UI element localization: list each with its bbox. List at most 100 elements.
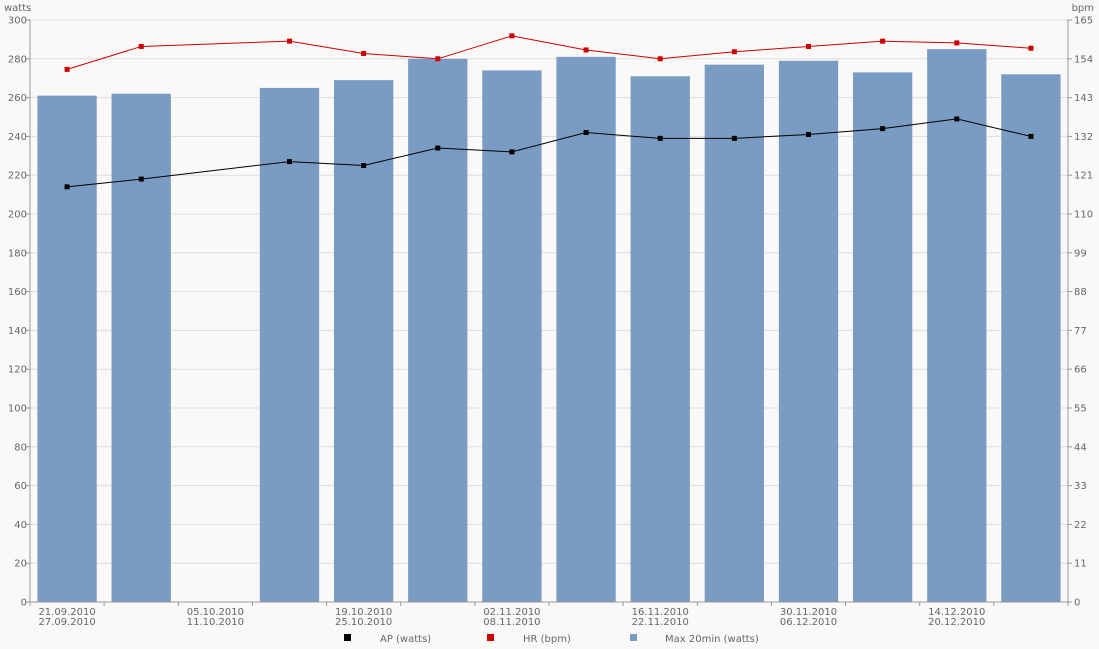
series-point <box>880 38 886 44</box>
y-right-tick-label: 132 <box>1074 132 1093 143</box>
y-right-tick-label: 99 <box>1074 248 1087 259</box>
y-left-tick-label: 100 <box>8 404 27 415</box>
y-left-tick-label: 0 <box>21 598 27 609</box>
y-left-tick-label: 160 <box>8 287 27 298</box>
y-left-tick-label: 220 <box>8 171 27 182</box>
y-left-tick-label: 180 <box>8 248 27 259</box>
x-tick-label: 20.12.2010 <box>928 617 985 628</box>
x-tick-label: 27.09.2010 <box>38 617 95 628</box>
x-tick-label: 05.10.2010 <box>187 607 244 618</box>
series-point <box>1028 133 1034 139</box>
bar <box>556 56 616 603</box>
y-right-tick-label: 165 <box>1074 16 1093 27</box>
y-right-tick-label: 33 <box>1074 481 1087 492</box>
y-left-tick-label: 120 <box>8 365 27 376</box>
y-left-tick-label: 240 <box>8 132 27 143</box>
legend-swatch <box>487 634 494 641</box>
line-layer <box>64 33 1034 190</box>
x-tick-label: 16.11.2010 <box>632 607 689 618</box>
bar <box>37 95 97 602</box>
series-point <box>806 131 811 137</box>
series-point <box>509 33 515 39</box>
series-point <box>731 49 737 55</box>
series-point <box>64 184 70 190</box>
bar <box>333 80 394 602</box>
x-tick-label: 02.11.2010 <box>483 607 540 618</box>
y-right-tick-label: 143 <box>1074 93 1093 104</box>
y-right-tick-label: 77 <box>1074 326 1087 337</box>
series-line <box>66 35 1031 70</box>
series-point <box>64 66 70 72</box>
series-point <box>361 163 367 168</box>
y-left-axis-title: watts <box>4 3 31 14</box>
series-point <box>806 43 811 49</box>
series-point <box>583 130 589 136</box>
legend-layer: AP (watts) HR (bpm) Max 20min (watts) <box>344 634 759 645</box>
y-right-tick-label: 44 <box>1074 442 1087 453</box>
x-tick-label: 21.09.2010 <box>38 607 95 618</box>
bar <box>259 87 320 602</box>
y-right-tick-label: 154 <box>1074 54 1093 65</box>
y-left-tick-label: 60 <box>14 481 27 492</box>
legend-label: AP (watts) <box>380 634 431 645</box>
y-right-tick-label: 0 <box>1074 598 1080 609</box>
series-point <box>138 176 144 182</box>
y-left-tick-label: 260 <box>8 93 27 104</box>
x-tick-label: 14.12.2010 <box>928 607 985 618</box>
x-tick-label: 22.11.2010 <box>632 617 689 628</box>
y-left-tick-label: 300 <box>8 16 27 27</box>
bar-layer <box>37 49 1061 603</box>
x-tick-label: 30.11.2010 <box>780 607 837 618</box>
y-left-tick-label: 20 <box>14 559 27 570</box>
x-tick-label: 08.11.2010 <box>483 617 540 628</box>
axis-layer <box>26 19 1072 606</box>
y-left-tick-label: 280 <box>8 54 27 65</box>
y-right-tick-label: 11 <box>1074 559 1087 570</box>
series-point <box>583 47 589 53</box>
bar <box>408 58 468 603</box>
legend-swatch <box>630 634 637 641</box>
y-left-tick-label: 200 <box>8 210 27 221</box>
series-point <box>731 135 737 141</box>
bar <box>630 76 690 602</box>
series-point <box>435 56 441 62</box>
bar <box>1001 74 1061 602</box>
legend-swatch <box>344 634 351 641</box>
series-point <box>509 149 515 155</box>
series-point <box>435 145 441 151</box>
bar <box>852 72 913 602</box>
bar <box>482 70 542 602</box>
y-left-tick-label: 140 <box>8 326 27 337</box>
y-left-tick-label: 80 <box>14 442 27 453</box>
y-right-tick-label: 55 <box>1074 404 1087 415</box>
series-point <box>657 56 663 62</box>
series-point <box>361 51 367 57</box>
y-right-tick-label: 88 <box>1074 287 1087 298</box>
legend-label: Max 20min (watts) <box>665 634 759 645</box>
bar <box>927 49 987 603</box>
y-right-tick-label: 110 <box>1074 210 1093 221</box>
series-point <box>880 126 886 132</box>
y-right-axis-title: bpm <box>1072 3 1094 14</box>
label-layer: 0204060801001201401601802002202402602803… <box>4 3 1094 628</box>
y-right-tick-label: 66 <box>1074 365 1087 376</box>
series-point <box>954 116 960 122</box>
series-point <box>657 135 663 141</box>
legend-label: HR (bpm) <box>523 634 571 645</box>
y-left-tick-label: 40 <box>14 520 27 531</box>
bar <box>778 60 839 603</box>
series-point <box>287 159 292 165</box>
bar <box>704 64 765 603</box>
series-point <box>954 40 960 46</box>
x-tick-label: 19.10.2010 <box>335 607 392 618</box>
x-tick-label: 25.10.2010 <box>335 617 392 628</box>
bar <box>111 93 171 602</box>
y-right-tick-label: 121 <box>1074 171 1093 182</box>
x-tick-label: 06.12.2010 <box>780 617 837 628</box>
series-point <box>138 43 144 49</box>
series-point <box>1028 45 1034 51</box>
series-point <box>287 38 292 44</box>
y-right-tick-label: 22 <box>1074 520 1087 531</box>
